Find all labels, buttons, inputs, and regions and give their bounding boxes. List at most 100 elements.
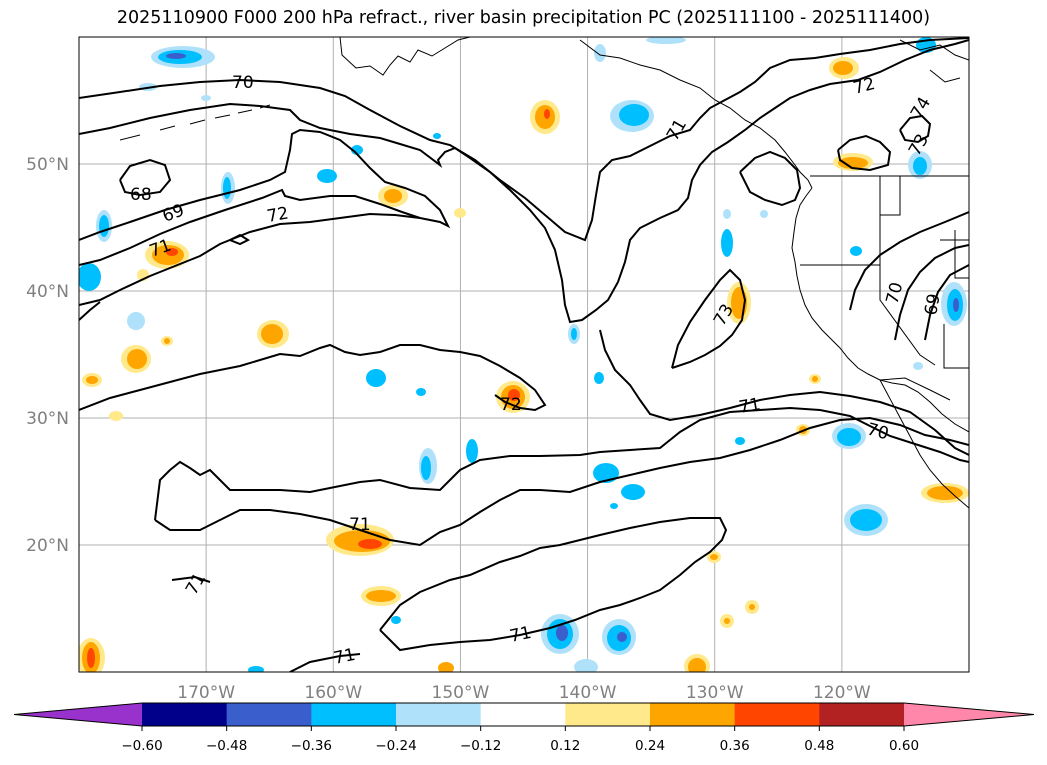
colorbar-segment <box>565 703 651 726</box>
neg-patch <box>351 145 363 155</box>
pos-patch <box>812 376 818 382</box>
contour-line <box>79 301 101 321</box>
pos-patch <box>438 662 454 672</box>
pos-patch <box>838 157 868 169</box>
pos-patch <box>384 189 402 203</box>
pos-patch <box>164 338 170 344</box>
alaska-panhandle <box>579 39 813 189</box>
contour-line <box>79 343 547 412</box>
lat-tick-label: 30°N <box>26 409 69 429</box>
contour-line <box>899 114 932 144</box>
map-background <box>79 37 969 672</box>
neg-patch <box>850 509 882 531</box>
state-border-5 <box>943 324 969 369</box>
mexico-border <box>879 377 951 401</box>
contour-line <box>379 517 728 652</box>
contour-label: 71 <box>508 623 533 647</box>
contour-line <box>837 134 892 172</box>
colorbar-tick-label: −0.48 <box>206 738 247 754</box>
gridlines <box>79 37 969 672</box>
pos-patch <box>508 389 520 401</box>
contour-label: 71 <box>332 645 357 669</box>
coastlines <box>119 37 969 509</box>
pos-patch <box>724 618 730 624</box>
pos-patch <box>710 554 718 560</box>
contour-label: 71 <box>737 394 762 417</box>
neg-patch <box>79 263 101 291</box>
contour-label: 70 <box>232 73 254 93</box>
colorbar-tick-label: 0.24 <box>635 738 665 754</box>
neg-patch <box>248 666 264 672</box>
refractivity-contours <box>79 37 969 672</box>
contour-line <box>599 329 969 456</box>
neg-patch <box>913 157 927 175</box>
contour-label: 69 <box>921 292 944 317</box>
contour-line <box>289 653 361 672</box>
pos-patch <box>454 208 466 218</box>
pos-patch <box>358 539 382 549</box>
state-border-4 <box>940 230 969 279</box>
bc-coast <box>791 187 969 433</box>
pos-patch <box>166 248 178 256</box>
neg-patch <box>953 298 959 312</box>
contour-line <box>119 158 172 197</box>
neg-patch <box>366 369 386 387</box>
neg-patch <box>574 659 598 672</box>
neg-patch <box>594 44 606 62</box>
contour-line <box>849 211 969 311</box>
state-border-3 <box>879 265 936 366</box>
contour-line <box>79 128 451 306</box>
chart-title: 2025110900 F000 200 hPa refract., river … <box>116 8 931 28</box>
lon-tick-label: 140°W <box>559 683 617 703</box>
pos-patch <box>833 61 853 75</box>
contour-line <box>671 268 747 369</box>
neg-patch <box>837 428 861 446</box>
neg-patch <box>127 312 145 330</box>
pos-patch <box>109 411 123 421</box>
contour-line <box>171 575 211 583</box>
baja-coast <box>879 379 969 509</box>
neg-patch <box>760 210 768 218</box>
contour-label: 71 <box>349 515 371 535</box>
neg-patch <box>593 463 619 483</box>
neg-patch <box>646 37 686 44</box>
colorbar-segment <box>734 703 820 726</box>
neg-patch <box>610 503 618 509</box>
contour-line <box>79 37 969 242</box>
contour-line <box>154 416 969 547</box>
colorbar-segment <box>226 703 312 726</box>
neg-patch <box>619 104 649 126</box>
colorbar-tick-label: 0.60 <box>889 738 919 754</box>
colorbar-tick-label: −0.36 <box>291 738 332 754</box>
lon-tick-label: 150°W <box>432 683 490 703</box>
lat-tick-label: 40°N <box>26 282 69 302</box>
colorbar-segment <box>396 703 482 726</box>
state-border-1 <box>879 176 901 216</box>
pos-patch <box>749 604 755 610</box>
contour-label: 72 <box>500 395 522 415</box>
contour-line <box>79 39 969 324</box>
neg-patch <box>571 328 577 340</box>
colorbar-extend-right <box>904 703 1034 726</box>
lat-tick-label: 50°N <box>26 155 69 175</box>
pos-patch <box>927 486 963 500</box>
colorbar-tick-label: 0.12 <box>550 738 580 754</box>
neg-patch <box>621 484 645 500</box>
lon-tick-label: 160°W <box>304 683 362 703</box>
colorbar-segment <box>480 703 566 726</box>
pos-patch <box>86 376 98 384</box>
contour-line <box>154 406 969 521</box>
colorbar-tick-label: −0.60 <box>121 738 162 754</box>
neg-patch <box>850 246 862 256</box>
lon-tick-label: 120°W <box>813 683 871 703</box>
colorbar-tick-label: 0.48 <box>804 738 834 754</box>
contour-line <box>227 233 251 246</box>
aleutian-islands <box>119 104 271 141</box>
latitude-labels: 50°N 40°N 30°N 20°N <box>26 155 69 556</box>
contour-line <box>924 264 969 341</box>
contour-line <box>739 150 802 207</box>
neg-patch <box>721 229 733 257</box>
neg-patch <box>166 53 186 59</box>
colorbar-tick-label: −0.24 <box>375 738 416 754</box>
